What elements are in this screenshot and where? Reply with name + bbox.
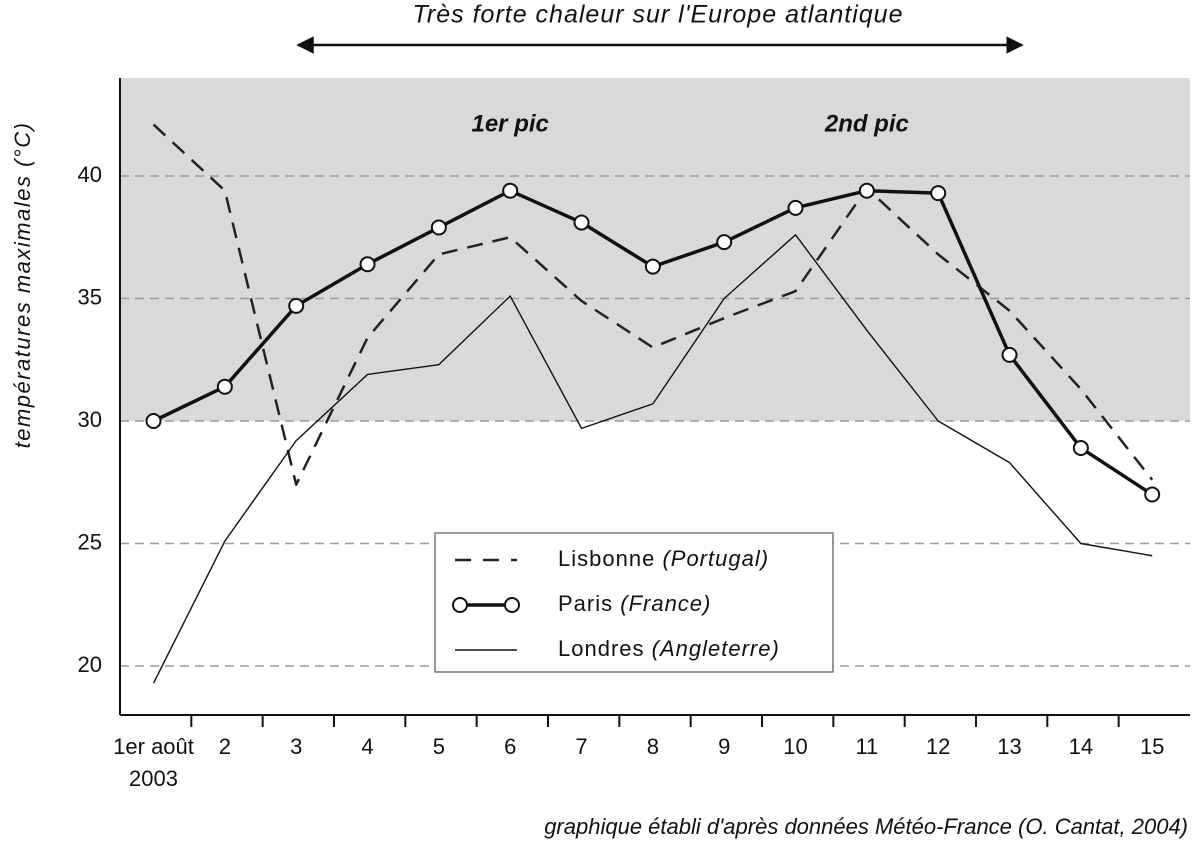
point — [716, 234, 733, 251]
x-tick-label: 10 — [783, 734, 807, 759]
legend-marker — [504, 597, 520, 613]
legend-marker — [452, 597, 468, 613]
y-tick-label: 35 — [78, 284, 102, 309]
legend-note: (Portugal) — [662, 546, 769, 571]
point — [359, 256, 376, 273]
annotation: 1er pic — [471, 110, 548, 137]
x-tick-label: 9 — [718, 734, 730, 759]
series-line — [152, 234, 1153, 684]
legend-label: Paris (France) — [558, 591, 711, 616]
point — [644, 258, 661, 275]
point — [787, 199, 804, 216]
x-tick-label: 13 — [997, 734, 1021, 759]
x-tick-label: 7 — [575, 734, 587, 759]
point — [930, 185, 947, 202]
x-tick-label: 12 — [926, 734, 950, 759]
x-tick-label: 5 — [433, 734, 445, 759]
point — [1001, 346, 1018, 363]
y-tick-label: 25 — [78, 529, 102, 554]
point — [1072, 439, 1089, 456]
y-tick-label: 20 — [78, 652, 102, 677]
point — [430, 219, 447, 236]
x-tick-label: 2 — [219, 734, 231, 759]
legend-note: (Angleterre) — [652, 636, 780, 661]
x-tick-label: 4 — [361, 734, 373, 759]
legend-note: (France) — [620, 591, 711, 616]
point — [573, 214, 590, 231]
y-tick-label: 30 — [78, 407, 102, 432]
legend-label: Lisbonne (Portugal) — [558, 546, 769, 571]
legend-label: Londres (Angleterre) — [558, 636, 780, 661]
legend-name: Londres — [558, 636, 645, 661]
y-tick-label: 40 — [78, 162, 102, 187]
legend-name: Paris — [558, 591, 613, 616]
x-year-label: 2003 — [129, 766, 178, 791]
point — [858, 182, 875, 199]
shaded-zone — [120, 78, 1190, 421]
point — [288, 297, 305, 314]
x-tick-label: 1er août — [113, 734, 194, 759]
legend-box — [434, 532, 834, 673]
point — [145, 413, 162, 429]
legend-name: Lisbonne — [558, 546, 655, 571]
point — [1144, 486, 1161, 503]
x-tick-label: 15 — [1140, 734, 1164, 759]
series-line — [152, 123, 1154, 486]
x-tick-label: 6 — [504, 734, 516, 759]
source-note: graphique établi d'après données Météo-F… — [544, 814, 1188, 839]
x-tick-label: 11 — [855, 734, 878, 759]
annotation: 2nd pic — [824, 110, 909, 137]
point — [502, 182, 519, 199]
x-tick-label: 14 — [1069, 734, 1093, 759]
chart-title: Très forte chaleur sur l'Europe atlantiq… — [413, 1, 904, 29]
y-axis-label: températures maximales (°C) — [10, 122, 35, 449]
x-tick-label: 3 — [290, 734, 302, 759]
x-tick-label: 8 — [647, 734, 659, 759]
point — [216, 378, 233, 395]
